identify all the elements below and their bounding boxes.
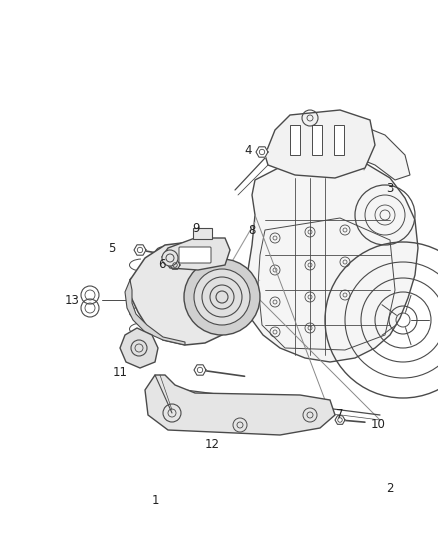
Polygon shape: [334, 125, 344, 155]
Polygon shape: [162, 238, 230, 270]
Polygon shape: [290, 125, 300, 155]
Text: 3: 3: [386, 182, 394, 195]
Circle shape: [162, 250, 178, 266]
Circle shape: [184, 259, 260, 335]
Polygon shape: [312, 125, 322, 155]
Polygon shape: [194, 365, 206, 375]
Text: 6: 6: [158, 259, 166, 271]
Circle shape: [231, 285, 245, 299]
Text: 4: 4: [244, 143, 252, 157]
Polygon shape: [134, 245, 146, 255]
Polygon shape: [335, 416, 345, 424]
Text: 9: 9: [192, 222, 200, 235]
Text: 11: 11: [113, 366, 127, 378]
Circle shape: [194, 269, 250, 325]
Polygon shape: [130, 242, 240, 345]
Text: 13: 13: [64, 294, 79, 306]
Text: 10: 10: [371, 418, 385, 432]
Text: 12: 12: [205, 439, 219, 451]
Text: 7: 7: [336, 408, 344, 422]
Polygon shape: [145, 375, 335, 435]
Polygon shape: [265, 110, 375, 178]
Text: 2: 2: [386, 481, 394, 495]
FancyBboxPatch shape: [192, 228, 212, 238]
Polygon shape: [256, 147, 268, 157]
Text: 5: 5: [108, 241, 116, 254]
FancyBboxPatch shape: [179, 247, 211, 263]
Polygon shape: [310, 125, 410, 180]
Polygon shape: [248, 158, 418, 362]
Polygon shape: [170, 261, 180, 269]
Polygon shape: [120, 328, 158, 368]
Polygon shape: [125, 280, 185, 345]
Text: 1: 1: [151, 494, 159, 506]
Text: 8: 8: [248, 223, 256, 237]
